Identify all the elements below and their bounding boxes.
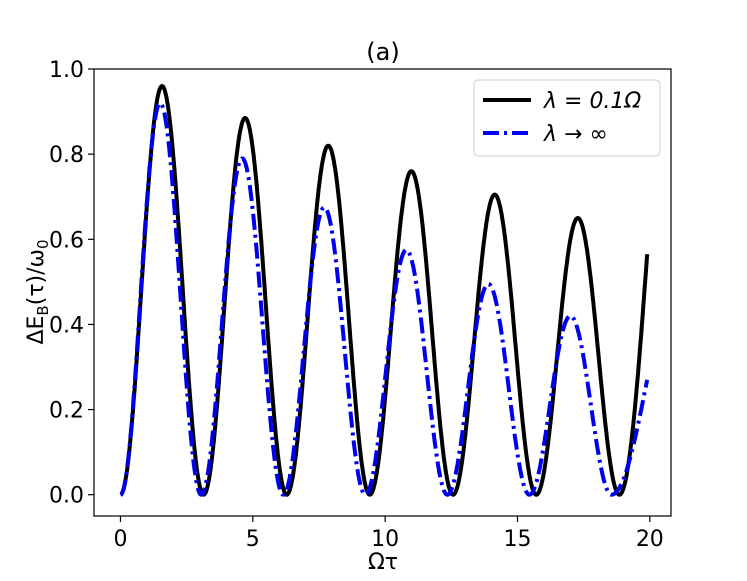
y-tick-label: 0.6 [49, 228, 84, 253]
y-tick-label: 0.8 [49, 143, 84, 168]
legend: λ = 0.1Ω λ → ∞ [473, 79, 661, 157]
y-axis-ticks: 0.0 0.2 0.4 0.6 0.8 1.0 [49, 58, 94, 509]
y-tick-label: 0.4 [49, 313, 84, 338]
legend-label-lambda-infinity: λ → ∞ [543, 122, 608, 147]
legend-label-lambda-0.1: λ = 0.1Ω [543, 89, 641, 114]
series-line-lambda-0.1 [119, 84, 650, 497]
plot-frame [93, 68, 672, 517]
chart-title: (a) [366, 38, 399, 66]
y-tick-label: 1.0 [49, 58, 84, 83]
y-axis-label-subscript-b: B [34, 305, 52, 315]
x-tick-label: 10 [371, 527, 399, 552]
series-line-lambda-infinity [119, 101, 650, 497]
plot-series [119, 84, 650, 497]
y-tick-label: 0.0 [49, 484, 84, 509]
y-axis-label-tau-part: (τ)/ω [24, 249, 49, 305]
y-axis-label: ΔEB(τ)/ω0 [24, 239, 52, 344]
x-tick-label: 0 [113, 527, 127, 552]
x-tick-label: 15 [503, 527, 531, 552]
y-tick-label: 0.2 [49, 399, 84, 424]
y-axis-label-delta-e: ΔE [24, 316, 49, 345]
x-tick-label: 20 [636, 527, 664, 552]
x-axis-label: Ωτ [368, 550, 398, 575]
y-axis-label-subscript-0: 0 [34, 239, 52, 249]
x-axis-ticks: 0 5 10 15 20 [113, 516, 664, 552]
x-tick-label: 5 [246, 527, 260, 552]
